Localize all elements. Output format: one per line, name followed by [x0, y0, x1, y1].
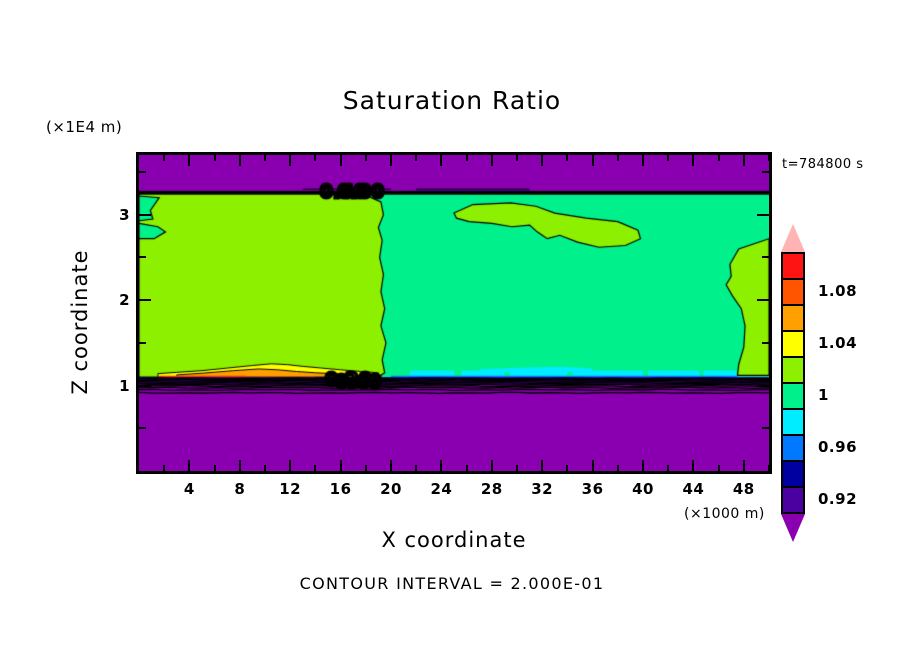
- colorbar-band: [781, 278, 805, 306]
- colorbar-band: [781, 460, 805, 488]
- x-tick-label: 24: [430, 480, 453, 498]
- colorbar-top-arrow: [781, 224, 805, 252]
- x-tick-label: 32: [531, 480, 554, 498]
- y-axis-unit-label: (×1E4 m): [46, 118, 123, 136]
- colorbar-tick-label: 1: [818, 386, 829, 404]
- colorbar-band: [781, 330, 805, 358]
- colorbar: 1.08 1.04 1 0.96 0.92: [778, 224, 857, 542]
- page-title: Saturation Ratio: [342, 86, 562, 115]
- y-axis-title: Z coordinate: [68, 249, 92, 395]
- colorbar-band: [781, 382, 805, 410]
- colorbar-band: [781, 252, 805, 280]
- x-tick-label: 20: [380, 480, 402, 498]
- contour-interval-note: CONTOUR INTERVAL = 2.000E-01: [299, 574, 605, 593]
- x-tick-label: 12: [279, 480, 302, 498]
- x-tick-label: 16: [329, 480, 352, 498]
- colorbar-band: [781, 434, 805, 462]
- colorbar-tick-label: 0.96: [818, 438, 858, 456]
- x-axis-title: X coordinate: [381, 528, 527, 552]
- colorbar-band: [781, 486, 805, 514]
- colorbar-tick-label: 0.92: [818, 490, 858, 508]
- time-annotation: t=784800 s: [782, 157, 864, 172]
- x-tick-label: 48: [732, 480, 755, 498]
- y-tick-label: 3: [119, 205, 130, 224]
- colorbar-tick-label: 1.04: [818, 334, 858, 352]
- x-tick-label: 4: [183, 480, 195, 498]
- x-tick-label: 28: [480, 480, 503, 498]
- x-tick-label: 40: [632, 480, 654, 498]
- contour-plot-area: [136, 152, 772, 474]
- x-tick-label: 36: [581, 480, 604, 498]
- colorbar-band: [781, 356, 805, 384]
- y-tick-label: 1: [119, 376, 130, 395]
- colorbar-band: [781, 304, 805, 332]
- x-axis-unit-label: (×1000 m): [684, 506, 765, 522]
- contour-field-canvas: [139, 155, 769, 471]
- colorbar-bottom-arrow: [781, 514, 805, 542]
- colorbar-tick-label: 1.08: [818, 282, 858, 300]
- colorbar-band: [781, 408, 805, 436]
- x-tick-label: 8: [234, 480, 246, 498]
- y-tick-label: 2: [119, 291, 130, 310]
- x-tick-label: 44: [682, 480, 705, 498]
